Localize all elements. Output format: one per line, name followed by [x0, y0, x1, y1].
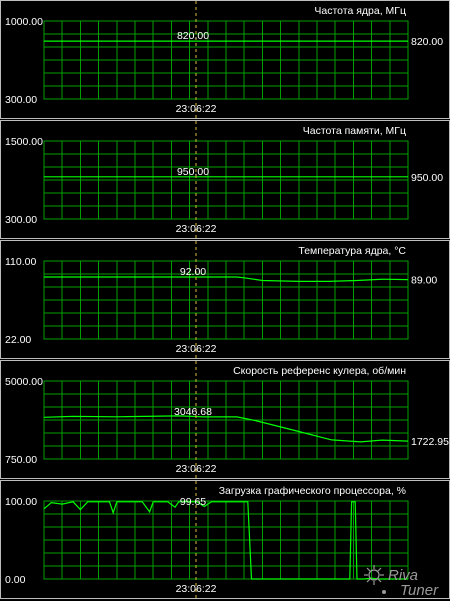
graph-frame	[43, 380, 409, 460]
graph-title: Загрузка графического процессора, %	[219, 485, 406, 497]
current-value-label: 89.00	[411, 275, 437, 287]
y-axis-min-label: 300.00	[5, 214, 37, 226]
time-label: 23:06:22	[176, 583, 217, 595]
cursor-value-label: 3046.68	[174, 406, 212, 418]
graph-canvas: Загрузка графического процессора, % 100.0…	[5, 481, 409, 598]
current-value-label: 820.00	[411, 36, 443, 48]
y-axis-max-label: 1000.00	[5, 16, 43, 28]
time-label: 23:06:22	[176, 343, 217, 355]
gear-icon	[364, 565, 384, 585]
y-axis-max-label: 100.00	[5, 496, 37, 508]
rivatuner-logo: Riva Tuner	[364, 565, 439, 599]
y-axis-max-label: 1500.00	[5, 136, 43, 148]
graph-frame	[43, 500, 409, 580]
graph-grid	[44, 21, 408, 99]
watermark-text-2: Tuner	[400, 582, 439, 599]
graph-frame	[43, 140, 409, 220]
watermark-text: Riva	[388, 567, 418, 584]
graph-frame	[43, 260, 409, 340]
current-value-label: 1722.95	[411, 436, 449, 448]
y-axis-min-label: 750.00	[5, 454, 37, 466]
graph-canvas: Частота памяти, МГц 1500.00 300.00 950.00 95…	[5, 121, 443, 238]
core-temperature-graph: Температура ядра, °C 110.00 22.00 92.00 89.0…	[0, 240, 450, 359]
graph-title: Частота ядра, МГц	[314, 5, 406, 17]
y-axis-min-label: 22.00	[5, 334, 31, 346]
y-axis-min-label: 0.00	[5, 574, 26, 586]
graph-title: Частота памяти, МГц	[303, 125, 406, 137]
y-axis-max-label: 110.00	[5, 256, 36, 268]
graph-series-line	[43, 415, 409, 443]
graph-title: Температура ядра, °C	[298, 245, 406, 257]
time-label: 23:06:22	[176, 463, 217, 475]
y-axis-min-label: 300.00	[5, 94, 37, 106]
time-label: 23:06:22	[176, 223, 217, 235]
graph-grid	[44, 381, 408, 459]
graph-grid	[44, 261, 408, 339]
graph-series-line	[43, 501, 408, 580]
time-label: 23:06:22	[176, 103, 217, 115]
graph-frame	[43, 20, 409, 100]
cursor-value-label: 99.65	[180, 496, 206, 508]
graph-series-line	[44, 276, 409, 283]
graph-grid	[44, 501, 408, 579]
cursor-value-label: 92.00	[180, 266, 206, 278]
memory-clock-graph: Частота памяти, МГц 1500.00 300.00 950.00 95…	[0, 120, 450, 239]
current-value-label: 950.00	[411, 172, 443, 184]
graph-canvas: Скорость референс кулера, об/мин 5000.00 7…	[5, 361, 449, 478]
graph-canvas: Частота ядра, МГц 1000.00 300.00 820.00 820.…	[5, 1, 443, 118]
graph-grid	[44, 141, 408, 219]
graph-canvas: Температура ядра, °C 110.00 22.00 92.00 89.0…	[5, 241, 437, 358]
core-clock-graph: Частота ядра, МГц 1000.00 300.00 820.00 820.…	[0, 0, 450, 119]
fan-speed-graph: Скорость референс кулера, об/мин 5000.00 7…	[0, 360, 450, 479]
y-axis-max-label: 5000.00	[5, 376, 43, 388]
cursor-value-label: 950.00	[177, 166, 209, 178]
graph-title: Скорость референс кулера, об/мин	[233, 365, 406, 377]
gpu-load-graph: Загрузка графического процессора, % 100.0…	[0, 480, 450, 599]
cursor-value-label: 820.00	[177, 30, 209, 42]
